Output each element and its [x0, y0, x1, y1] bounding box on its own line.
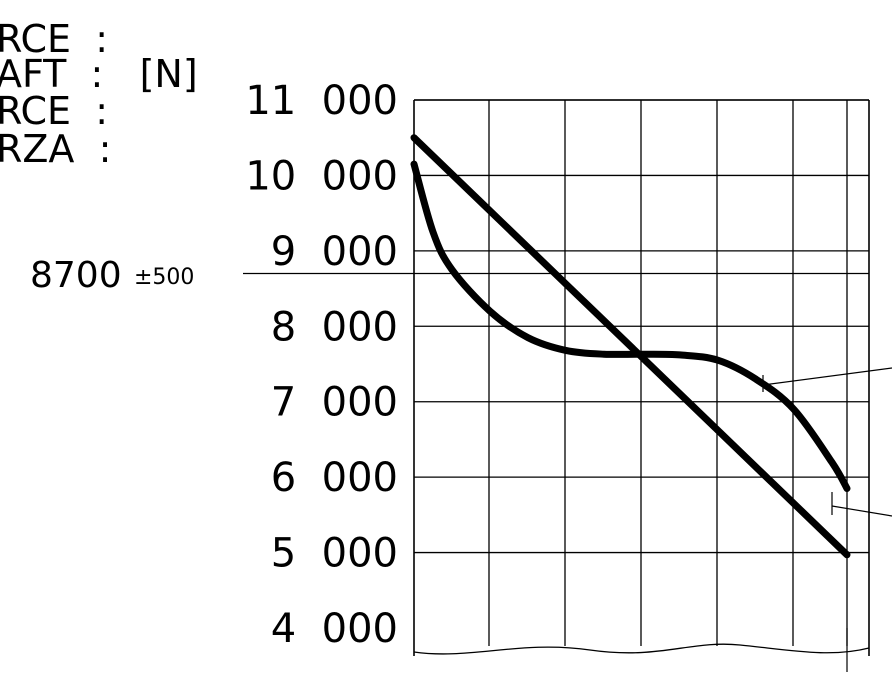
y-tick-label: 8 000	[271, 304, 398, 350]
property-label-1: RCE :	[0, 17, 108, 61]
y-tick-label: 5 000	[271, 531, 398, 577]
leader-line-straight	[831, 505, 892, 517]
leader-lines	[762, 367, 892, 672]
chart-grid	[413, 99, 870, 656]
series-line-1	[410, 134, 851, 559]
chart-series	[410, 134, 851, 559]
property-label-4: RZA :	[0, 127, 111, 171]
y-tick-label: 4 000	[271, 606, 398, 652]
leader-line-curve	[762, 367, 892, 386]
axis-break-line	[413, 643, 870, 655]
tolerance-range: ±500	[134, 265, 194, 290]
series-line-2	[410, 160, 851, 492]
property-label-block: RCE :AFT : [N]RCE :RZA :	[0, 17, 198, 171]
tolerance-value: 8700	[30, 255, 122, 296]
property-label-3: RCE :	[0, 89, 108, 133]
y-tick-label: 11 000	[245, 78, 398, 124]
y-axis-tick-labels: 11 000 10 000 9 000 8 000 7 000 6 000 5 000 4 0…	[245, 78, 398, 652]
y-tick-label: 10 000	[245, 153, 398, 199]
y-tick-label: 9 000	[271, 229, 398, 275]
y-tick-label: 7 000	[271, 380, 398, 426]
property-label-2: AFT : [N]	[0, 52, 198, 96]
y-tick-label: 6 000	[271, 455, 398, 501]
